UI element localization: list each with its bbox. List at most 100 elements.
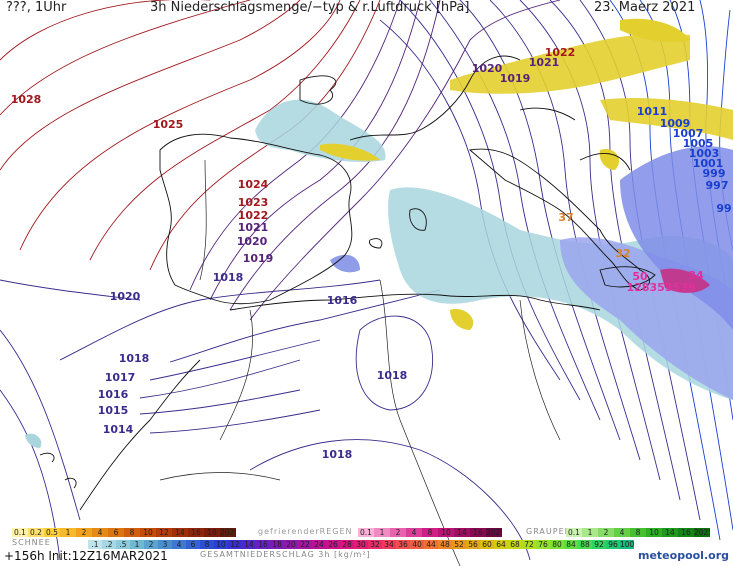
legend-snow-label: SCHNEE xyxy=(12,538,51,547)
country-borders xyxy=(159,159,561,566)
isobar-label: 1018 xyxy=(213,271,244,284)
legend-freezing-rain-scale: 0.112481014162025+ xyxy=(358,528,502,537)
legend-cell: 14 xyxy=(662,528,678,537)
legend-cell: 52 xyxy=(452,540,466,549)
legend-cell: 4 xyxy=(172,540,186,549)
legend-cell: 16 xyxy=(470,528,486,537)
legend: 0.10.20.51246810121416182025+ SCHNEE gef… xyxy=(0,524,733,566)
legend-cell: 8 xyxy=(124,528,140,537)
legend-cell: 8 xyxy=(200,540,214,549)
isobar-label: 1019 xyxy=(500,72,531,85)
legend-cell: 20 xyxy=(284,540,298,549)
legend-cell: 32 xyxy=(368,540,382,549)
legend-cell: 1 xyxy=(60,528,76,537)
legend-cell: 18 xyxy=(204,528,220,537)
legend-cell: 2 xyxy=(598,528,614,537)
legend-cell: 84 xyxy=(564,540,578,549)
legend-cell: 48 xyxy=(438,540,452,549)
legend-cell: 0.1 xyxy=(566,528,582,537)
isobar-label: 99 xyxy=(716,202,731,215)
legend-cell: 2025+ xyxy=(220,528,236,537)
legend-cell: 18 xyxy=(270,540,284,549)
legend-cell: 3 xyxy=(158,540,172,549)
legend-cell: 8 xyxy=(422,528,438,537)
isobar-label: 1018 xyxy=(119,352,150,365)
legend-cell: .1 xyxy=(88,540,102,549)
legend-snow-scale: 0.10.20.51246810121416182025+ xyxy=(12,528,236,537)
legend-cell: 60 xyxy=(480,540,494,549)
legend-cell: 2 xyxy=(76,528,92,537)
legend-cell: 1 xyxy=(374,528,390,537)
legend-cell: 56 xyxy=(466,540,480,549)
precip-label: 50 xyxy=(632,270,648,283)
legend-cell: 76 xyxy=(536,540,550,549)
run-info: +156h Init:12Z16MAR2021 xyxy=(4,549,168,563)
brand-logo[interactable]: meteopool.org xyxy=(638,549,729,562)
legend-cell: 26 xyxy=(326,540,340,549)
isobar-label: 999 xyxy=(703,167,726,180)
precip-label: 34 xyxy=(688,269,704,282)
legend-cell: 36 xyxy=(396,540,410,549)
legend-cell: 34 xyxy=(382,540,396,549)
isobar-label: 1024 xyxy=(238,178,269,191)
legend-cell: 72 xyxy=(522,540,536,549)
legend-cell: 88 xyxy=(578,540,592,549)
legend-cell: .2 xyxy=(102,540,116,549)
legend-cell: 24 xyxy=(312,540,326,549)
precip-label: 128353539 xyxy=(627,281,696,294)
legend-cell: 16 xyxy=(256,540,270,549)
legend-cell: 0.1 xyxy=(358,528,374,537)
isobar-label: 997 xyxy=(706,179,729,192)
isobar-label: 1007 xyxy=(673,127,704,140)
isobar-label: 1016 xyxy=(327,294,358,307)
isobar-label: 1018 xyxy=(377,369,408,382)
legend-cell: 10 xyxy=(140,528,156,537)
isobar-label: 1022 xyxy=(545,46,576,59)
legend-cell: 80 xyxy=(550,540,564,549)
legend-cell: 6 xyxy=(186,540,200,549)
legend-cell: 92 xyxy=(592,540,606,549)
legend-total-scale: .1.2.5 1 2 3 4 6 8 10 12 14 16 18 20 22 24 26 28 30 32 34 36… xyxy=(88,540,634,549)
legend-cell: .5 xyxy=(116,540,130,549)
coastlines xyxy=(39,55,656,511)
legend-total-label: GESAMTNIEDERSCHLAG 3h [kg/m²] xyxy=(200,550,371,559)
map-title: 3h Niederschlagsmenge/−typ & r.Luftdruck… xyxy=(150,0,470,15)
isobar-label: 1014 xyxy=(103,423,134,436)
isobar-label: 1023 xyxy=(238,196,269,209)
legend-cell: 28 xyxy=(340,540,354,549)
isobar-label: 1003 xyxy=(689,147,720,160)
legend-cell: 10 xyxy=(214,540,228,549)
map-date: 23. Maerz 2021 xyxy=(594,0,696,15)
legend-cell: 14 xyxy=(172,528,188,537)
legend-cell: 96 xyxy=(606,540,620,549)
legend-cell: 6 xyxy=(108,528,124,537)
legend-cell: 30 xyxy=(354,540,368,549)
legend-cell: 16 xyxy=(188,528,204,537)
isobar-label: 1011 xyxy=(637,105,668,118)
isobar-label: 1025 xyxy=(153,118,184,131)
precip-label: 32 xyxy=(615,247,630,260)
isobar-label: 1016 xyxy=(98,388,129,401)
valid-time-label: ???, 1Uhr xyxy=(6,0,67,15)
legend-graupel-scale: 0.112481014162025+ xyxy=(566,528,710,537)
legend-cell: 22 xyxy=(298,540,312,549)
legend-cell: 14 xyxy=(242,540,256,549)
isobar-label: 1019 xyxy=(243,252,274,265)
legend-cell: 0.1 xyxy=(12,528,28,537)
legend-cell: 16 xyxy=(678,528,694,537)
legend-cell: 2025+ xyxy=(694,528,710,537)
legend-cell: 14 xyxy=(454,528,470,537)
legend-cell: 0.5 xyxy=(44,528,60,537)
isobar-label: 1001 xyxy=(693,157,724,170)
legend-cell: 12 xyxy=(228,540,242,549)
legend-cell: 8 xyxy=(630,528,646,537)
legend-cell: 1 xyxy=(582,528,598,537)
legend-cell: 64 xyxy=(494,540,508,549)
legend-cell: 10 xyxy=(438,528,454,537)
isobar-label: 1021 xyxy=(529,56,560,69)
legend-cell: 40 xyxy=(410,540,424,549)
isobar-label: 1017 xyxy=(105,371,136,384)
isobar-label: 1018 xyxy=(322,448,353,461)
